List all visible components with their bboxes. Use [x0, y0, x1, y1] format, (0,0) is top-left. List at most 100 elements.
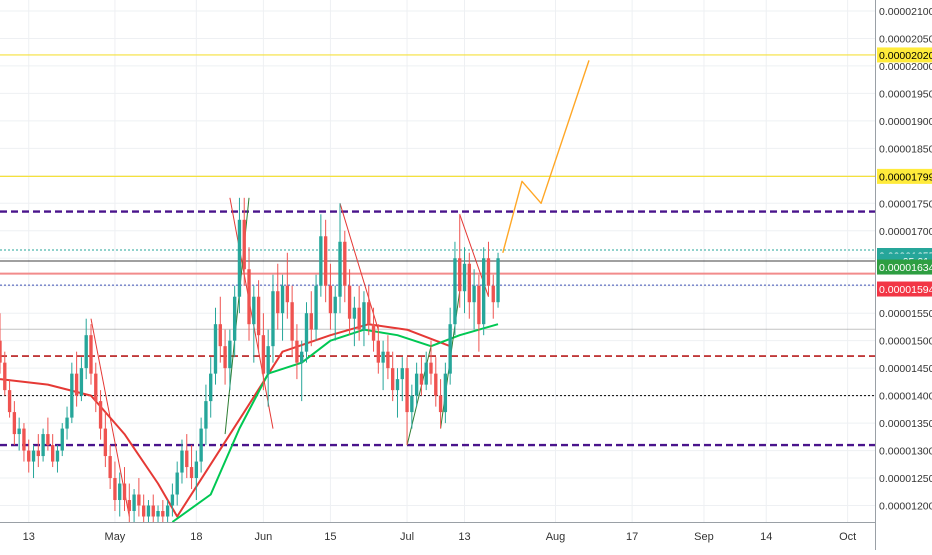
candle-body — [285, 285, 290, 303]
price-labels: 0.000020200.000017990.0000165505:010.000… — [877, 47, 932, 297]
candle-body — [223, 346, 227, 369]
candles — [0, 197, 500, 522]
candle-body — [314, 285, 318, 330]
candle-body — [453, 258, 457, 325]
y-tick-label: 0.00001900 — [879, 116, 932, 128]
x-tick-label: 13 — [23, 531, 35, 543]
candle-body — [180, 450, 184, 473]
candle-body — [12, 412, 17, 435]
y-tick-label: 0.00002100 — [879, 6, 932, 18]
candle-body — [146, 505, 151, 517]
y-tick-label: 0.00001700 — [879, 226, 932, 238]
candle-body — [232, 296, 237, 341]
candle-body — [266, 346, 270, 374]
candle-body — [333, 296, 337, 314]
price-label: 0.00001799 — [877, 168, 932, 184]
y-axis[interactable]: 0.00002100 0.00002050 0.00002000 0.00001950… — [879, 6, 932, 513]
y-tick-label: 0.00001350 — [879, 418, 932, 430]
candle-body — [338, 241, 342, 297]
price-label: 0.00001634 — [877, 259, 932, 275]
candle-body — [94, 373, 98, 402]
candle-body — [304, 313, 309, 352]
candle-body — [458, 258, 462, 292]
y-tick-label: 0.00001850 — [879, 143, 932, 155]
candle-body — [280, 285, 285, 314]
candle-body — [438, 395, 443, 413]
candle-body — [213, 324, 218, 374]
candle-body — [482, 258, 486, 325]
candle-body — [137, 494, 141, 506]
x-tick-label: 18 — [190, 531, 202, 543]
candle-body — [103, 428, 108, 457]
candle-body — [218, 324, 222, 347]
price-label: 0.00002020 — [877, 47, 932, 63]
candle-body — [443, 373, 448, 413]
price-label-text: 0.00001594 — [879, 284, 932, 296]
price-label-box — [877, 47, 932, 63]
candle-body — [381, 351, 385, 363]
candle-body — [70, 373, 74, 418]
horizontal-lines — [0, 54, 875, 447]
candle-body — [237, 219, 242, 297]
candle-body — [400, 368, 404, 380]
trend-lines — [90, 197, 489, 517]
x-tick-label: May — [105, 531, 126, 543]
candle-body — [55, 450, 60, 462]
candle-body — [199, 428, 203, 462]
candle-body — [252, 296, 256, 325]
y-tick-label: 0.00002050 — [879, 33, 932, 45]
candle-body — [74, 373, 79, 396]
candle-body — [84, 335, 88, 369]
x-axis[interactable]: 13 May 18 Jun 15 Jul 13 Aug 17 Sep 14 Oct — [23, 531, 857, 543]
candle-body — [31, 450, 36, 462]
candle-body — [185, 450, 189, 468]
candle-body — [22, 428, 26, 451]
price-label-box — [877, 281, 932, 297]
candle-body — [41, 434, 45, 457]
candle-body — [261, 335, 266, 374]
candle-body — [113, 478, 117, 501]
y-tick-label: 0.00001950 — [879, 88, 932, 100]
candle-body — [424, 362, 428, 385]
projection-path — [502, 60, 590, 253]
candle-body — [256, 296, 261, 336]
projection — [502, 60, 590, 253]
x-tick-label: 13 — [458, 531, 470, 543]
y-tick-label: 0.00001300 — [879, 446, 932, 458]
candle-body — [462, 263, 467, 292]
candle-body — [405, 368, 409, 413]
candle-body — [472, 285, 476, 303]
candle-body — [467, 263, 471, 303]
candle-body — [371, 324, 376, 341]
candle-body — [65, 417, 69, 429]
candle-body — [51, 445, 55, 462]
candle-body — [319, 236, 323, 286]
ma-green-line — [171, 323, 499, 523]
price-label-text: 0.00001799 — [879, 171, 932, 183]
candle-body — [434, 373, 438, 396]
candle-body — [362, 302, 366, 330]
candle-body — [395, 379, 400, 391]
price-label: 0.00001594 — [877, 281, 932, 297]
candle-body — [118, 483, 122, 501]
y-tick-label: 0.00002000 — [879, 61, 932, 73]
candle-body — [189, 467, 194, 479]
candle-body — [414, 373, 419, 396]
y-tick-label: 0.00001400 — [879, 391, 932, 403]
candle-body — [228, 340, 232, 369]
candle-body — [242, 219, 246, 270]
ma-red-line — [0, 323, 451, 518]
candle-body — [448, 324, 452, 374]
candle-body — [0, 340, 2, 363]
trend-line — [90, 318, 130, 517]
candle-body — [122, 483, 127, 501]
trend-line — [339, 203, 379, 330]
candle-body — [295, 340, 299, 363]
x-tick-label: Jul — [400, 531, 414, 543]
y-tick-label: 0.00001500 — [879, 336, 932, 348]
candle-body — [156, 511, 160, 517]
candle-body — [132, 494, 136, 512]
candle-body — [165, 505, 170, 517]
